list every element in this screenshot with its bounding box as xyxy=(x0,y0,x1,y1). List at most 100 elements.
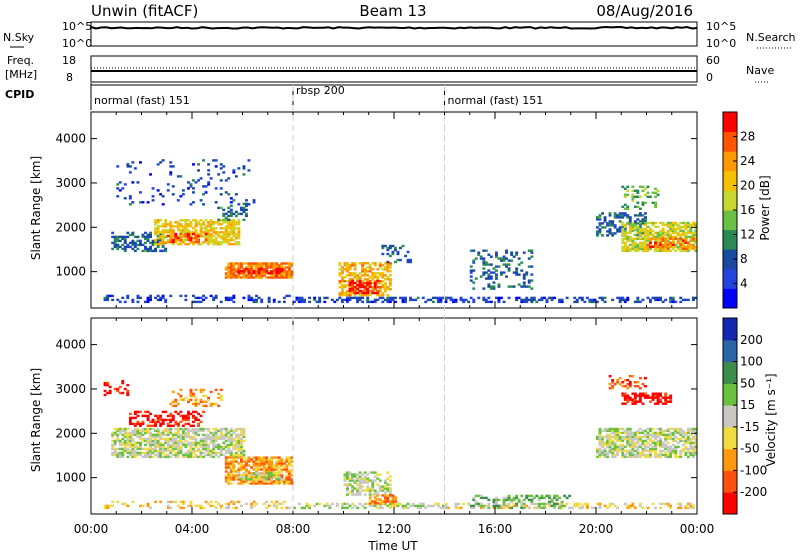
velocity-cell xyxy=(116,433,120,437)
power-cell xyxy=(257,274,261,277)
velocity-cell xyxy=(386,487,390,490)
power-cell xyxy=(692,237,695,240)
velocity-cell xyxy=(121,449,125,453)
velocity-cell xyxy=(633,453,637,457)
velocity-cell xyxy=(262,466,266,469)
velocity-cell xyxy=(131,447,135,451)
power-cell xyxy=(242,296,246,300)
velocity-cell xyxy=(111,443,115,447)
power-cell xyxy=(603,296,607,300)
velocity-cell xyxy=(358,487,362,490)
power-cell xyxy=(174,232,178,236)
velocity-cell xyxy=(176,424,180,427)
velocity-cell xyxy=(363,475,367,478)
power-cell xyxy=(598,214,602,217)
velocity-cell xyxy=(381,506,385,510)
power-cell xyxy=(646,233,650,237)
power-cell xyxy=(388,244,392,248)
power-cell xyxy=(232,231,236,234)
power-cell xyxy=(664,249,668,253)
velocity-cell xyxy=(641,506,645,510)
power-cell xyxy=(164,221,168,224)
velocity-cell xyxy=(204,439,208,443)
velocity-cell xyxy=(245,475,248,479)
power-cell xyxy=(669,298,673,302)
velocity-cell xyxy=(232,506,236,510)
power-cell xyxy=(202,241,205,244)
power-cell xyxy=(295,296,299,300)
velocity-cell xyxy=(126,431,130,435)
power-cell xyxy=(424,300,428,304)
power-cell xyxy=(671,300,675,304)
velocity-cell xyxy=(166,427,170,431)
velocity-cell xyxy=(156,453,160,457)
power-cell xyxy=(318,300,322,304)
velocity-cell xyxy=(189,412,193,416)
velocity-cell xyxy=(181,427,185,431)
power-cell xyxy=(626,221,630,225)
x-tick-label: 00:00 xyxy=(74,522,109,536)
power-cell xyxy=(212,223,216,226)
power-cell xyxy=(169,237,173,240)
velocity-cell xyxy=(532,496,536,500)
velocity-cell xyxy=(189,392,193,396)
velocity-cell xyxy=(527,498,531,502)
power-cell xyxy=(161,241,165,244)
power-cell xyxy=(227,243,231,246)
velocity-cell xyxy=(348,471,352,474)
power-cell xyxy=(616,216,620,219)
power-cell xyxy=(346,284,349,287)
velocity-cell xyxy=(192,427,195,431)
velocity-cell xyxy=(166,449,170,453)
velocity-cell xyxy=(149,455,152,459)
velocity-cell xyxy=(517,500,521,504)
velocity-cell xyxy=(641,429,645,433)
velocity-cell xyxy=(257,468,261,471)
velocity-cell xyxy=(174,420,178,424)
power-cell xyxy=(219,163,223,166)
velocity-cell xyxy=(358,502,362,506)
power-cell xyxy=(224,272,228,275)
velocity-cell xyxy=(664,443,668,447)
power-cell xyxy=(351,289,354,293)
velocity-cell xyxy=(108,391,112,395)
power-cell xyxy=(171,238,175,242)
power-cell xyxy=(247,269,251,273)
velocity-cell xyxy=(176,429,180,433)
power-cell xyxy=(689,223,693,227)
velocity-cell xyxy=(252,456,256,459)
colorbar-swatch xyxy=(723,426,737,450)
power-cell xyxy=(192,163,195,166)
power-cell xyxy=(290,272,294,275)
velocity-cell xyxy=(313,504,317,508)
velocity-cell xyxy=(666,453,670,457)
power-cell xyxy=(489,285,493,288)
power-cell xyxy=(282,272,286,275)
velocity-cell xyxy=(232,447,236,451)
power-cell xyxy=(452,300,455,304)
velocity-cell xyxy=(386,498,390,501)
velocity-cell xyxy=(123,439,127,443)
velocity-cell xyxy=(272,482,276,485)
velocity-cell xyxy=(204,443,208,447)
velocity-cell xyxy=(174,439,178,443)
power-cell xyxy=(136,300,140,304)
velocity-cell xyxy=(240,449,243,453)
nsearch-tick-high: 10^5 xyxy=(706,20,736,33)
velocity-cell xyxy=(689,439,693,443)
power-cell xyxy=(151,199,155,202)
power-cell xyxy=(202,294,205,298)
velocity-cell xyxy=(555,496,559,500)
power-cell xyxy=(656,235,660,239)
date-label: 08/Aug/2016 xyxy=(596,2,693,20)
velocity-cell xyxy=(189,500,193,504)
velocity-cell xyxy=(664,455,668,459)
velocity-cell xyxy=(270,471,274,475)
power-cell xyxy=(525,273,529,276)
velocity-cell xyxy=(502,496,506,500)
velocity-cell xyxy=(212,447,216,451)
velocity-cell xyxy=(275,475,279,479)
power-cell xyxy=(694,229,698,233)
power-ylabel: Slant Range [km] xyxy=(29,156,43,260)
velocity-cell xyxy=(217,396,221,400)
